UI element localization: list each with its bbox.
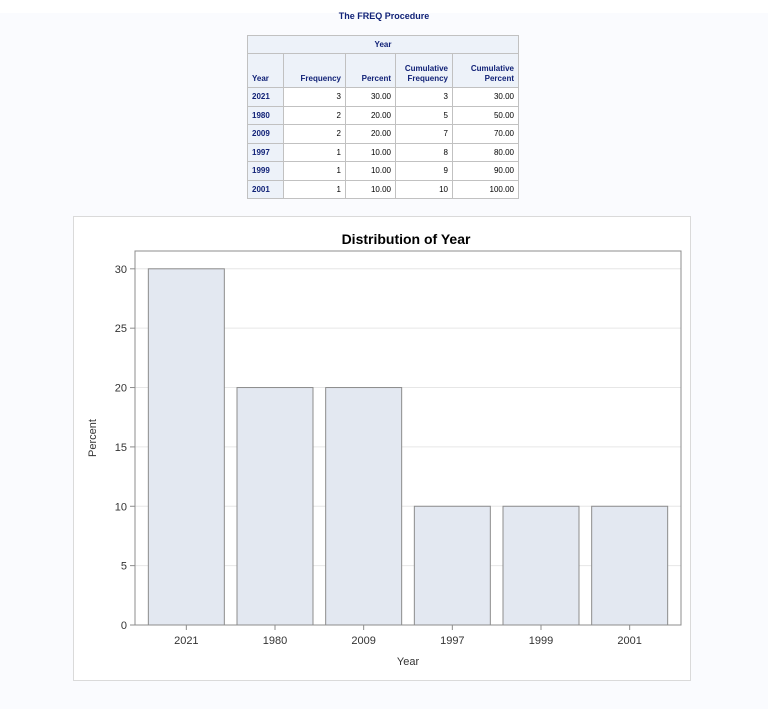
cell-cumulative-percent: 30.00 bbox=[452, 87, 519, 107]
cell-cumulative-percent: 90.00 bbox=[452, 161, 519, 181]
cell-cumulative-percent: 50.00 bbox=[452, 105, 519, 125]
cell-percent: 10.00 bbox=[345, 161, 396, 181]
cell-cumulative-frequency: 5 bbox=[395, 105, 453, 125]
bar-1997 bbox=[413, 505, 491, 626]
y-axis-label: Percent bbox=[87, 419, 99, 457]
table-row: 2001 1 10.00 10 100.00 bbox=[247, 179, 519, 199]
bar-2009 bbox=[325, 387, 403, 626]
y-tick-label: 0 bbox=[121, 620, 127, 632]
table-row: 1980 2 20.00 5 50.00 bbox=[247, 105, 519, 125]
x-tick-label: 1999 bbox=[529, 635, 553, 647]
cell-cumulative-frequency: 9 bbox=[395, 161, 453, 181]
cell-frequency: 1 bbox=[283, 142, 346, 162]
x-tick-label: 2009 bbox=[351, 635, 375, 647]
cell-cumulative-frequency: 7 bbox=[395, 124, 453, 144]
column-header-cumulative-frequency: Cumulative Frequency bbox=[395, 53, 453, 88]
column-header-cumulative-percent: Cumulative Percent bbox=[452, 53, 519, 88]
cell-frequency: 2 bbox=[283, 124, 346, 144]
cell-percent: 10.00 bbox=[345, 142, 396, 162]
x-axis-label: Year bbox=[397, 656, 420, 668]
table-row: 2021 3 30.00 3 30.00 bbox=[247, 87, 519, 107]
x-axis-ticks: 2021 1980 2009 1997 1999 2001 bbox=[174, 625, 642, 647]
x-tick-label: 2021 bbox=[174, 635, 198, 647]
y-tick-label: 25 bbox=[115, 323, 127, 335]
column-header-year: Year bbox=[247, 53, 284, 88]
column-header-frequency: Frequency bbox=[283, 53, 346, 88]
cell-percent: 10.00 bbox=[345, 179, 396, 199]
row-year: 1997 bbox=[247, 142, 284, 162]
x-tick-label: 2001 bbox=[617, 635, 641, 647]
bar-2001 bbox=[591, 505, 669, 626]
y-axis-ticks: 0 5 10 15 20 25 30 bbox=[115, 264, 135, 632]
cell-cumulative-percent: 80.00 bbox=[452, 142, 519, 162]
top-band bbox=[0, 0, 768, 13]
x-tick-label: 1980 bbox=[263, 635, 287, 647]
plot-area-border bbox=[134, 250, 682, 626]
procedure-title: The FREQ Procedure bbox=[338, 11, 430, 21]
bar-1999 bbox=[502, 505, 580, 626]
chart-title: Distribution of Year bbox=[342, 231, 471, 247]
cell-cumulative-percent: 70.00 bbox=[452, 124, 519, 144]
gridlines bbox=[135, 268, 681, 567]
y-tick-label: 20 bbox=[115, 383, 127, 395]
cell-frequency: 2 bbox=[283, 105, 346, 125]
y-tick-label: 30 bbox=[115, 264, 127, 276]
bars bbox=[147, 268, 669, 626]
bar-chart: Distribution of Year 0 5 10 15 20 25 30 2021 19… bbox=[87, 231, 682, 668]
frequency-table: Year Year Frequency Percent Cumulative F… bbox=[247, 35, 519, 199]
cell-percent: 30.00 bbox=[345, 87, 396, 107]
row-year: 1999 bbox=[247, 161, 284, 181]
y-tick-label: 5 bbox=[121, 561, 127, 573]
cell-frequency: 1 bbox=[283, 161, 346, 181]
table-spanning-header: Year bbox=[247, 35, 519, 54]
cell-cumulative-frequency: 10 bbox=[395, 179, 453, 199]
x-tick-label: 1997 bbox=[440, 635, 464, 647]
cell-percent: 20.00 bbox=[345, 124, 396, 144]
bar-1980 bbox=[236, 387, 314, 626]
chart-container: Distribution of Year 0 5 10 15 20 25 30 2021 19… bbox=[73, 216, 691, 681]
row-year: 2001 bbox=[247, 179, 284, 199]
cell-cumulative-frequency: 3 bbox=[395, 87, 453, 107]
row-year: 2009 bbox=[247, 124, 284, 144]
row-year: 2021 bbox=[247, 87, 284, 107]
y-tick-label: 15 bbox=[115, 442, 127, 454]
table-row: 1999 1 10.00 9 90.00 bbox=[247, 161, 519, 181]
cell-cumulative-frequency: 8 bbox=[395, 142, 453, 162]
table-row: 1997 1 10.00 8 80.00 bbox=[247, 142, 519, 162]
cell-frequency: 1 bbox=[283, 179, 346, 199]
table-row: 2009 2 20.00 7 70.00 bbox=[247, 124, 519, 144]
row-year: 1980 bbox=[247, 105, 284, 125]
column-header-percent: Percent bbox=[345, 53, 396, 88]
cell-frequency: 3 bbox=[283, 87, 346, 107]
y-tick-label: 10 bbox=[115, 501, 127, 513]
bar-2021 bbox=[147, 268, 225, 626]
cell-percent: 20.00 bbox=[345, 105, 396, 125]
cell-cumulative-percent: 100.00 bbox=[452, 179, 519, 199]
